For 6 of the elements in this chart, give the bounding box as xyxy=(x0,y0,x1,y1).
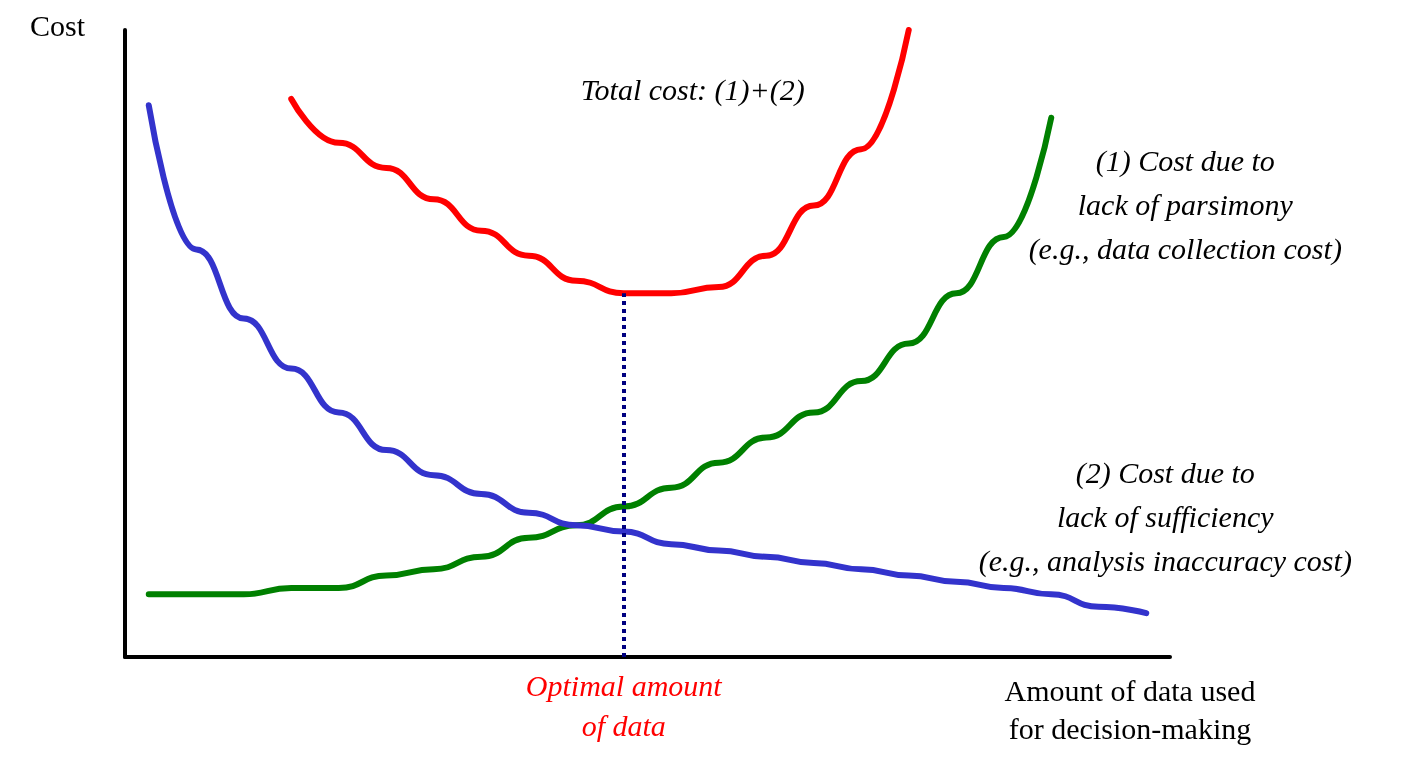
series-label: (1) Cost due to lack of parsimony (e.g., data collection cost) xyxy=(1028,144,1342,267)
x-axis-title: Amount of data used for decision-making xyxy=(1004,673,1256,745)
y-axis-title: Cost xyxy=(29,8,86,42)
text: Optimal amount of data xyxy=(525,668,723,742)
series-label: (2) Cost due to lack of sufficiency (e.g., analysis inaccuracy cost) xyxy=(978,455,1352,578)
text: Total cost: (1)+(2) xyxy=(580,72,805,107)
